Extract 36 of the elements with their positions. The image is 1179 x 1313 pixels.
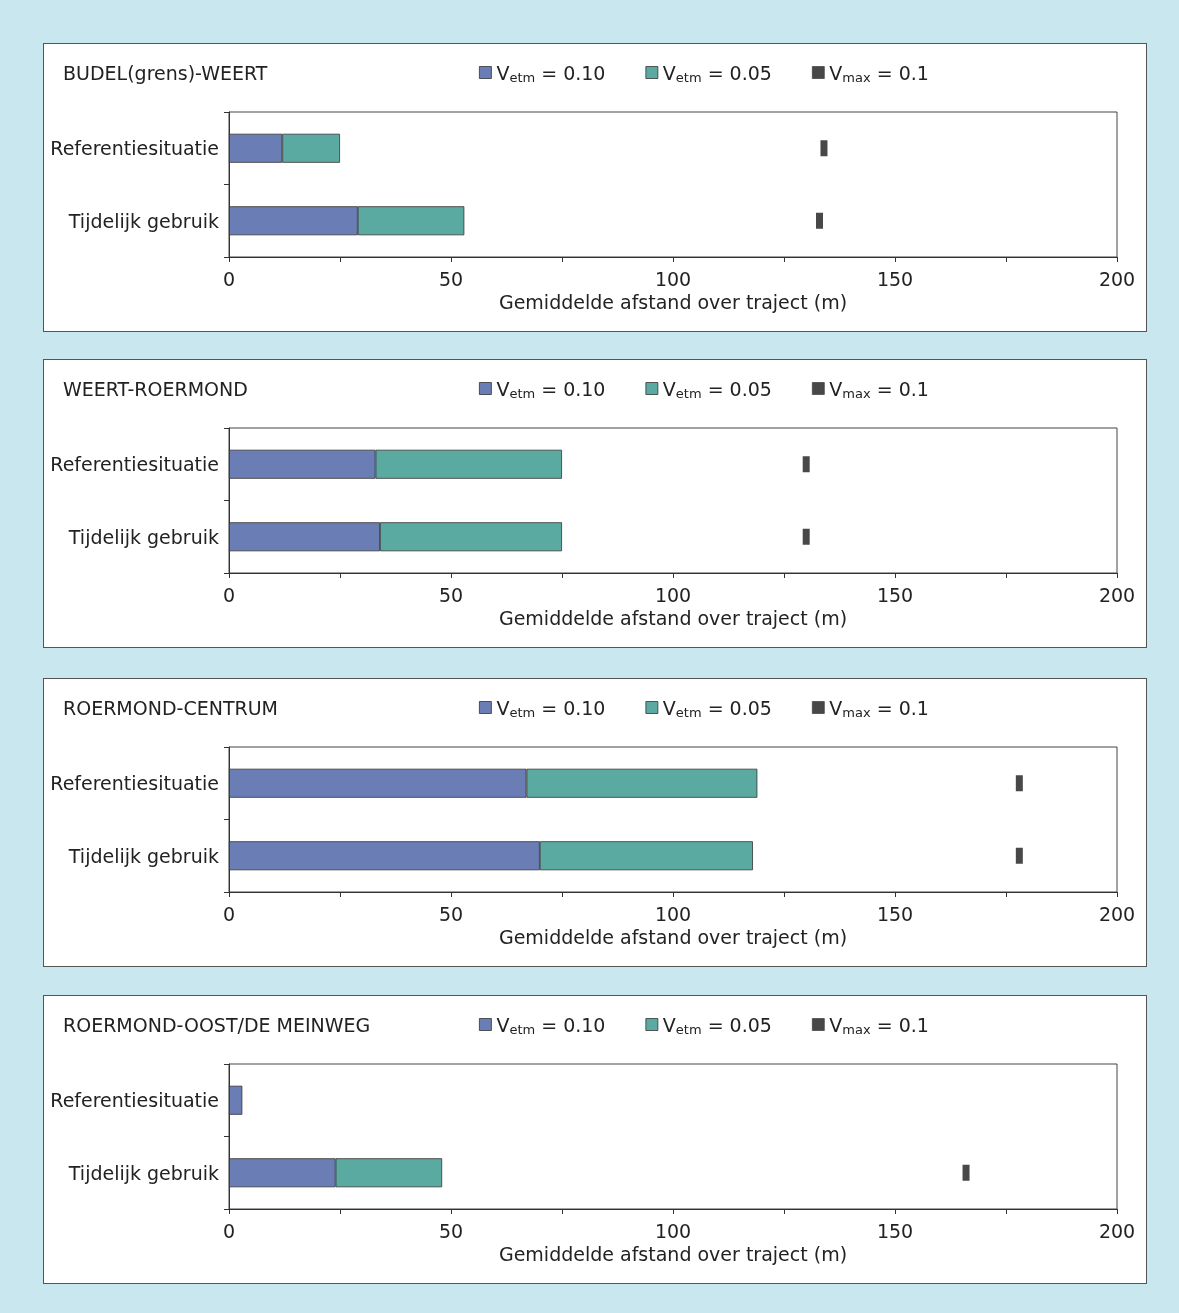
x-tick-label: 150 xyxy=(876,1219,914,1242)
x-tick-label: 200 xyxy=(1098,902,1136,925)
y-tick-label: Referentiesituatie xyxy=(50,137,219,160)
x-axis-title: Gemiddelde afstand over traject (m) xyxy=(498,291,848,314)
chart-title: ROERMOND-OOST/DE MEINWEG xyxy=(63,1013,371,1036)
x-tick-label: 50 xyxy=(438,583,464,606)
chart-title: ROERMOND-CENTRUM xyxy=(63,696,279,719)
y-tick-label: Referentiesituatie xyxy=(50,772,219,795)
x-tick-label: 0 xyxy=(222,267,236,290)
x-tick-label: 150 xyxy=(876,583,914,606)
x-tick-label: 50 xyxy=(438,267,464,290)
x-tick-label: 200 xyxy=(1098,267,1136,290)
x-tick-label: 200 xyxy=(1098,583,1136,606)
y-tick-label: Tijdelijk gebruik xyxy=(67,209,219,232)
chart-title: WEERT-ROERMOND xyxy=(63,377,248,400)
y-tick-label: Tijdelijk gebruik xyxy=(67,1161,219,1184)
x-tick-label: 50 xyxy=(438,1219,464,1242)
x-tick-label: 100 xyxy=(654,1219,692,1242)
y-tick-label: Tijdelijk gebruik xyxy=(67,844,219,867)
y-tick-label: Referentiesituatie xyxy=(50,453,219,476)
y-tick-label: Tijdelijk gebruik xyxy=(67,525,219,548)
x-tick-label: 100 xyxy=(654,902,692,925)
x-tick-label: 100 xyxy=(654,583,692,606)
x-tick-label: 150 xyxy=(876,902,914,925)
x-tick-label: 0 xyxy=(222,1219,236,1242)
chart-title: BUDEL(grens)-WEERT xyxy=(63,61,268,84)
x-tick-label: 0 xyxy=(222,583,236,606)
x-axis-title: Gemiddelde afstand over traject (m) xyxy=(498,1243,848,1266)
x-axis-title: Gemiddelde afstand over traject (m) xyxy=(498,926,848,949)
x-tick-label: 100 xyxy=(654,267,692,290)
x-tick-label: 200 xyxy=(1098,1219,1136,1242)
x-tick-label: 50 xyxy=(438,902,464,925)
x-axis-title: Gemiddelde afstand over traject (m) xyxy=(498,607,848,630)
x-tick-label: 0 xyxy=(222,902,236,925)
x-tick-label: 150 xyxy=(876,267,914,290)
y-tick-label: Referentiesituatie xyxy=(50,1089,219,1112)
